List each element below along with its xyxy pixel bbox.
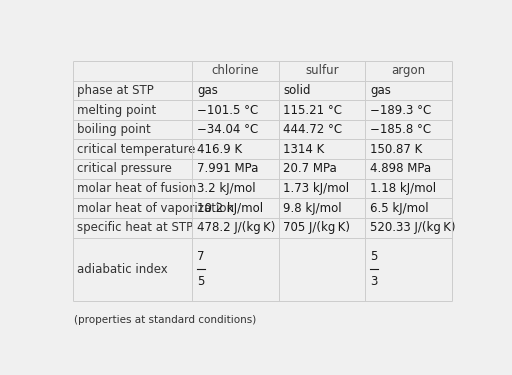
- Text: 5: 5: [370, 250, 377, 263]
- Text: 478.2 J/(kg K): 478.2 J/(kg K): [197, 221, 275, 234]
- Text: (properties at standard conditions): (properties at standard conditions): [74, 315, 256, 325]
- Text: 115.21 °C: 115.21 °C: [284, 104, 343, 117]
- Text: gas: gas: [370, 84, 391, 97]
- Text: 150.87 K: 150.87 K: [370, 143, 422, 156]
- Text: 705 J/(kg K): 705 J/(kg K): [284, 221, 351, 234]
- Text: gas: gas: [197, 84, 218, 97]
- Text: 520.33 J/(kg K): 520.33 J/(kg K): [370, 221, 456, 234]
- Text: critical temperature: critical temperature: [77, 143, 195, 156]
- Text: −189.3 °C: −189.3 °C: [370, 104, 431, 117]
- Text: 7: 7: [197, 250, 204, 263]
- Text: critical pressure: critical pressure: [77, 162, 172, 176]
- Text: 10.2 kJ/mol: 10.2 kJ/mol: [197, 202, 263, 215]
- Text: argon: argon: [392, 64, 425, 77]
- Text: chlorine: chlorine: [212, 64, 259, 77]
- Text: 1314 K: 1314 K: [284, 143, 325, 156]
- Text: 6.5 kJ/mol: 6.5 kJ/mol: [370, 202, 429, 215]
- Text: boiling point: boiling point: [77, 123, 151, 136]
- Text: −101.5 °C: −101.5 °C: [197, 104, 258, 117]
- Text: 7.991 MPa: 7.991 MPa: [197, 162, 259, 176]
- Text: −34.04 °C: −34.04 °C: [197, 123, 258, 136]
- Text: molar heat of vaporization: molar heat of vaporization: [77, 202, 233, 215]
- Text: 9.8 kJ/mol: 9.8 kJ/mol: [284, 202, 342, 215]
- Text: solid: solid: [284, 84, 311, 97]
- Text: molar heat of fusion: molar heat of fusion: [77, 182, 196, 195]
- Text: phase at STP: phase at STP: [77, 84, 154, 97]
- Text: 4.898 MPa: 4.898 MPa: [370, 162, 431, 176]
- Text: −185.8 °C: −185.8 °C: [370, 123, 431, 136]
- Text: 20.7 MPa: 20.7 MPa: [284, 162, 337, 176]
- Text: 5: 5: [197, 275, 204, 288]
- Text: 1.18 kJ/mol: 1.18 kJ/mol: [370, 182, 436, 195]
- Text: 3: 3: [370, 275, 377, 288]
- Text: 444.72 °C: 444.72 °C: [284, 123, 343, 136]
- Text: sulfur: sulfur: [305, 64, 339, 77]
- Text: 3.2 kJ/mol: 3.2 kJ/mol: [197, 182, 255, 195]
- Text: 1.73 kJ/mol: 1.73 kJ/mol: [284, 182, 350, 195]
- Text: 416.9 K: 416.9 K: [197, 143, 242, 156]
- Text: adiabatic index: adiabatic index: [77, 262, 167, 276]
- Text: specific heat at STP: specific heat at STP: [77, 221, 193, 234]
- Text: melting point: melting point: [77, 104, 156, 117]
